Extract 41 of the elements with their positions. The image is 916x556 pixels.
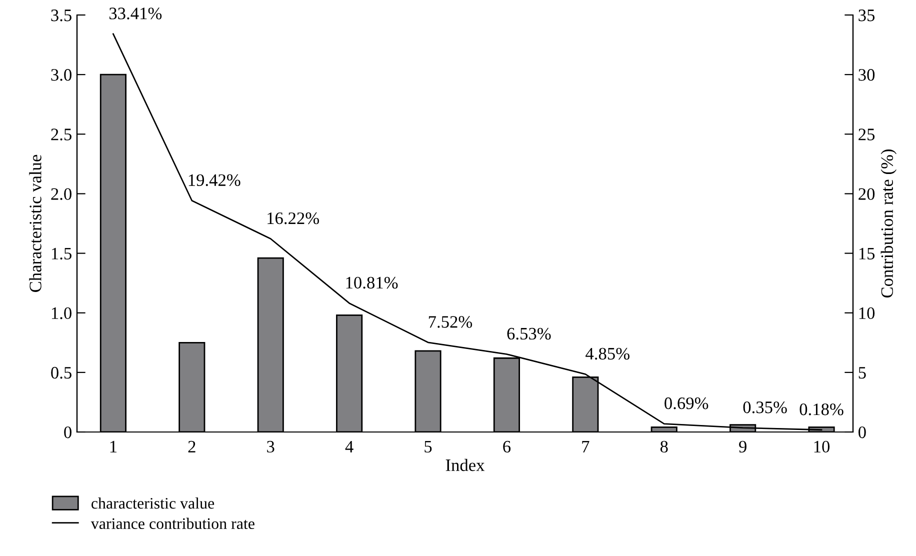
data-label: 0.69% xyxy=(664,397,708,410)
x-tick-label: 6 xyxy=(503,440,511,453)
y2-tick-label: 30 xyxy=(858,69,875,81)
y-tick-label: 0.5 xyxy=(51,366,72,379)
x-axis-title: Index xyxy=(446,458,485,472)
y2-tick-label: 20 xyxy=(858,188,875,200)
y-tick-label: 2.5 xyxy=(51,128,72,140)
data-label: 19.42% xyxy=(188,174,240,186)
x-tick-label: 5 xyxy=(424,441,432,453)
y2-tick-label: 0 xyxy=(858,426,866,438)
y-tick-label: 1.5 xyxy=(52,248,72,260)
x-tick-label: 4 xyxy=(345,440,354,452)
y2-tick-label: 15 xyxy=(859,248,875,260)
x-tick-label: 1 xyxy=(110,440,116,452)
legend-label: characteristic value xyxy=(92,497,214,509)
data-label: 33.41% xyxy=(109,8,162,20)
y-tick-label: 2.0 xyxy=(51,188,72,200)
data-label: 16.22% xyxy=(268,212,319,224)
y-tick-label: 3.0 xyxy=(51,69,72,81)
y-tick-label: 1.0 xyxy=(52,307,72,320)
y2-axis-title: Contribution rate (%) xyxy=(880,150,897,298)
x-tick-label: 7 xyxy=(582,441,590,452)
x-tick-label: 10 xyxy=(814,440,830,453)
y2-tick-label: 25 xyxy=(858,128,875,140)
data-label: 0.18% xyxy=(800,404,844,416)
y-tick-label: 0 xyxy=(64,426,72,438)
x-tick-label: 2 xyxy=(188,440,196,452)
data-label: 10.81% xyxy=(346,276,398,289)
y2-tick-label: 5 xyxy=(858,367,866,379)
x-tick-label: 9 xyxy=(739,440,746,453)
y2-tick-label: 35 xyxy=(858,10,875,22)
y-axis-title: Characteristic value xyxy=(29,154,42,292)
x-tick-label: 8 xyxy=(660,440,668,453)
y-tick-label: 3.5 xyxy=(51,10,72,22)
data-label: 0.35% xyxy=(743,401,787,414)
data-label: 4.85% xyxy=(586,348,630,360)
y2-tick-label: 10 xyxy=(859,307,875,320)
x-tick-label: 3 xyxy=(267,440,274,453)
legend-label: variance contribution rate xyxy=(90,518,254,530)
data-label: 6.53% xyxy=(507,328,551,340)
data-label: 7.52% xyxy=(428,316,472,328)
